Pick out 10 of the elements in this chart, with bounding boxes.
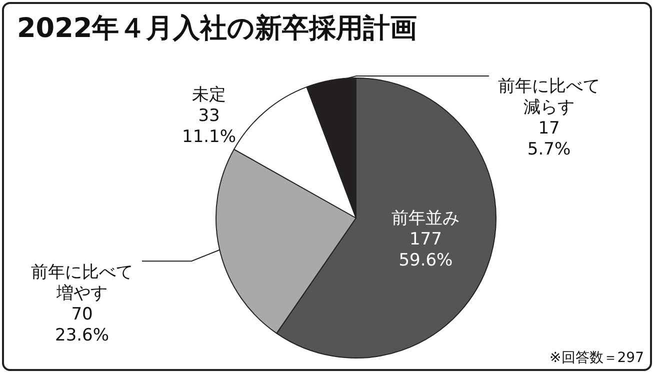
- data-label: 17 5.7%: [527, 118, 571, 160]
- chart-title: 2022年４月入社の新卒採用計画: [17, 13, 418, 44]
- text: ※回答数＝297: [550, 350, 644, 366]
- slice-label: 前年並み: [392, 208, 460, 229]
- slice-label: 前年に比べて減らす: [498, 76, 600, 118]
- slice-label: 未定: [192, 85, 226, 105]
- data-label: 177 59.6%: [398, 230, 453, 271]
- data-label: 70 23.6%: [54, 304, 110, 346]
- slice-label: 前年に比べて増やす: [31, 262, 133, 304]
- data-label: 33 11.1%: [182, 106, 236, 147]
